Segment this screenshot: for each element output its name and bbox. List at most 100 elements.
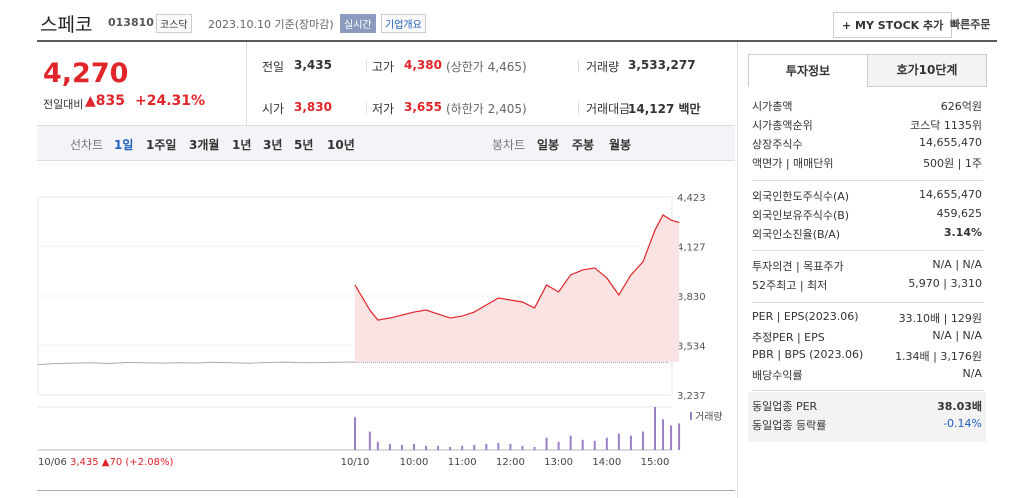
volume-bar (354, 417, 356, 450)
period-button[interactable]: 주봉 (572, 138, 595, 152)
current-price: 4,270 (43, 58, 129, 89)
info-value: N/A | N/A (932, 329, 982, 342)
info-row: 외국인한도주식수(A) 14,655,470 (752, 188, 982, 204)
volume-legend-swatch (690, 412, 692, 420)
info-label: PBR | BPS (2023.06) (752, 348, 864, 361)
volume-bar (569, 435, 572, 450)
x-tick-label: 10/10 (341, 457, 370, 468)
info-row: 52주최고 | 최저 5,970 | 3,310 (752, 277, 982, 293)
volume-bar (662, 419, 665, 450)
volume-bar (617, 433, 620, 450)
period-button[interactable]: 3개월 (189, 138, 220, 152)
info-value: 14,655,470 (919, 136, 982, 149)
x-tick-label: 14:00 (592, 457, 621, 468)
base-date: 2023.10.10 기준(장마감) (208, 18, 334, 31)
info-row: 외국인소진율(B/A) 3.14% (752, 226, 982, 242)
volume-bar (413, 443, 415, 450)
summary-value: 4,380 (404, 58, 442, 72)
volume-bar (593, 440, 596, 450)
summary-value: 3,435 (294, 58, 332, 72)
period-bar: 선차트 1일 1주일 3개월 1년 3년 5년 10년 봉차트 일봉 주봉 월봉 (37, 125, 735, 161)
period-button[interactable]: 일봉 (537, 138, 560, 152)
info-label: PER | EPS(2023.06) (752, 310, 859, 323)
bottom-rule (37, 490, 735, 491)
period-label: 선차트 (70, 138, 104, 152)
info-value: N/A (962, 367, 982, 380)
info-row: 외국인보유주식수(B) 459,625 (752, 207, 982, 223)
summary-label: 거래량 (586, 60, 620, 74)
x-tick-label: 11:00 (448, 457, 477, 468)
info-row: 액면가 | 매매단위 500원 | 1주 (752, 155, 982, 171)
summary-value: 3,533,277 (628, 58, 696, 72)
y-tick-label: 3,534 (677, 341, 706, 352)
summary-value: 3,830 (294, 100, 332, 114)
info-row: 배당수익률 N/A (752, 367, 982, 383)
period-button[interactable]: 월봉 (609, 138, 632, 152)
volume-bar (545, 437, 548, 450)
info-label: 외국인한도주식수(A) (752, 190, 850, 203)
volume-bar (497, 442, 500, 450)
divider (366, 102, 367, 114)
stock-code: 013810 (108, 16, 154, 29)
volume-bar (605, 437, 608, 450)
y-tick-label: 4,127 (677, 242, 706, 253)
price-area (355, 215, 680, 362)
info-value: 1.34배 | 3,176원 (895, 350, 982, 363)
info-row: 추정PER | EPS N/A | N/A (752, 329, 982, 345)
info-label: 시가총액 (752, 100, 793, 113)
period-button[interactable]: 10년 (327, 138, 355, 152)
prev-day-line (37, 361, 356, 365)
period-button[interactable]: 1년 (232, 138, 252, 152)
y-tick-label: 3,237 (677, 391, 706, 402)
info-value: 14,655,470 (919, 188, 982, 201)
mystock-button[interactable]: + MY STOCK 추가 (833, 12, 953, 38)
info-label: 배당수익률 (752, 369, 803, 382)
period-button[interactable]: 1일 (114, 138, 134, 152)
period-label: 봉차트 (492, 138, 526, 152)
info-row: 시가총액순위 코스닥 1135위 (752, 117, 982, 133)
info-value: 코스닥 1135위 (910, 119, 982, 132)
realtime-button[interactable]: 실시간 (340, 14, 376, 33)
volume-bar (678, 423, 681, 450)
divider (578, 102, 579, 114)
market-tag: 코스닥 (156, 14, 192, 33)
info-value: 500원 | 1주 (923, 157, 982, 170)
volume-bar (368, 431, 371, 450)
info-value: 33.10배 | 129원 (898, 312, 982, 325)
prev-date: 10/06 (38, 457, 67, 468)
info-label: 추정PER | EPS (752, 331, 825, 344)
divider (246, 42, 247, 125)
y-tick-label: 4,423 (677, 193, 706, 204)
separator (752, 390, 984, 391)
price-line (354, 214, 680, 321)
period-button[interactable]: 1주일 (146, 138, 177, 152)
tab[interactable]: 투자정보 (748, 54, 868, 87)
header-rule (37, 40, 997, 42)
volume-label: 거래량 (695, 411, 723, 423)
volume-bar (557, 441, 560, 450)
overview-button[interactable]: 기업개요 (381, 14, 426, 33)
summary-label: 전일 (262, 60, 285, 74)
divider (366, 60, 367, 72)
volume-bar (670, 425, 673, 450)
price-chart: 3,237 3,534 3,830 4,127 4,423 거래량 10/10 10:00 11… (37, 193, 723, 468)
tab[interactable]: 호가10단계 (867, 54, 987, 87)
info-value: 38.03배 (937, 400, 982, 413)
info-label: 52주최고 | 최저 (752, 279, 828, 292)
period-button[interactable]: 5년 (294, 138, 314, 152)
info-label: 외국인소진율(B/A) (752, 228, 841, 241)
volume-bar (509, 443, 512, 450)
quick-order[interactable]: 빠른주문 (950, 18, 991, 31)
info-row: PER | EPS(2023.06) 33.10배 | 129원 (752, 310, 982, 325)
period-button[interactable]: 3년 (263, 138, 283, 152)
info-label: 액면가 | 매매단위 (752, 157, 834, 170)
summary-label: 저가 (372, 102, 395, 116)
summary-label: 거래대금 (586, 102, 631, 116)
info-row: 동일업종 등락률 -0.14% (752, 417, 982, 433)
info-row: 시가총액 626억원 (752, 98, 982, 114)
change-amount: ▲835 (85, 93, 125, 109)
info-value: N/A | N/A (932, 258, 982, 271)
x-tick-label: 15:00 (641, 457, 670, 468)
info-row: PBR | BPS (2023.06) 1.34배 | 3,176원 (752, 348, 982, 363)
volume-bar (400, 444, 403, 450)
